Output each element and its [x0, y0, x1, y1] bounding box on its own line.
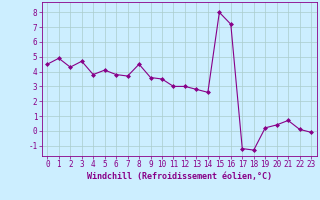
X-axis label: Windchill (Refroidissement éolien,°C): Windchill (Refroidissement éolien,°C)	[87, 172, 272, 181]
